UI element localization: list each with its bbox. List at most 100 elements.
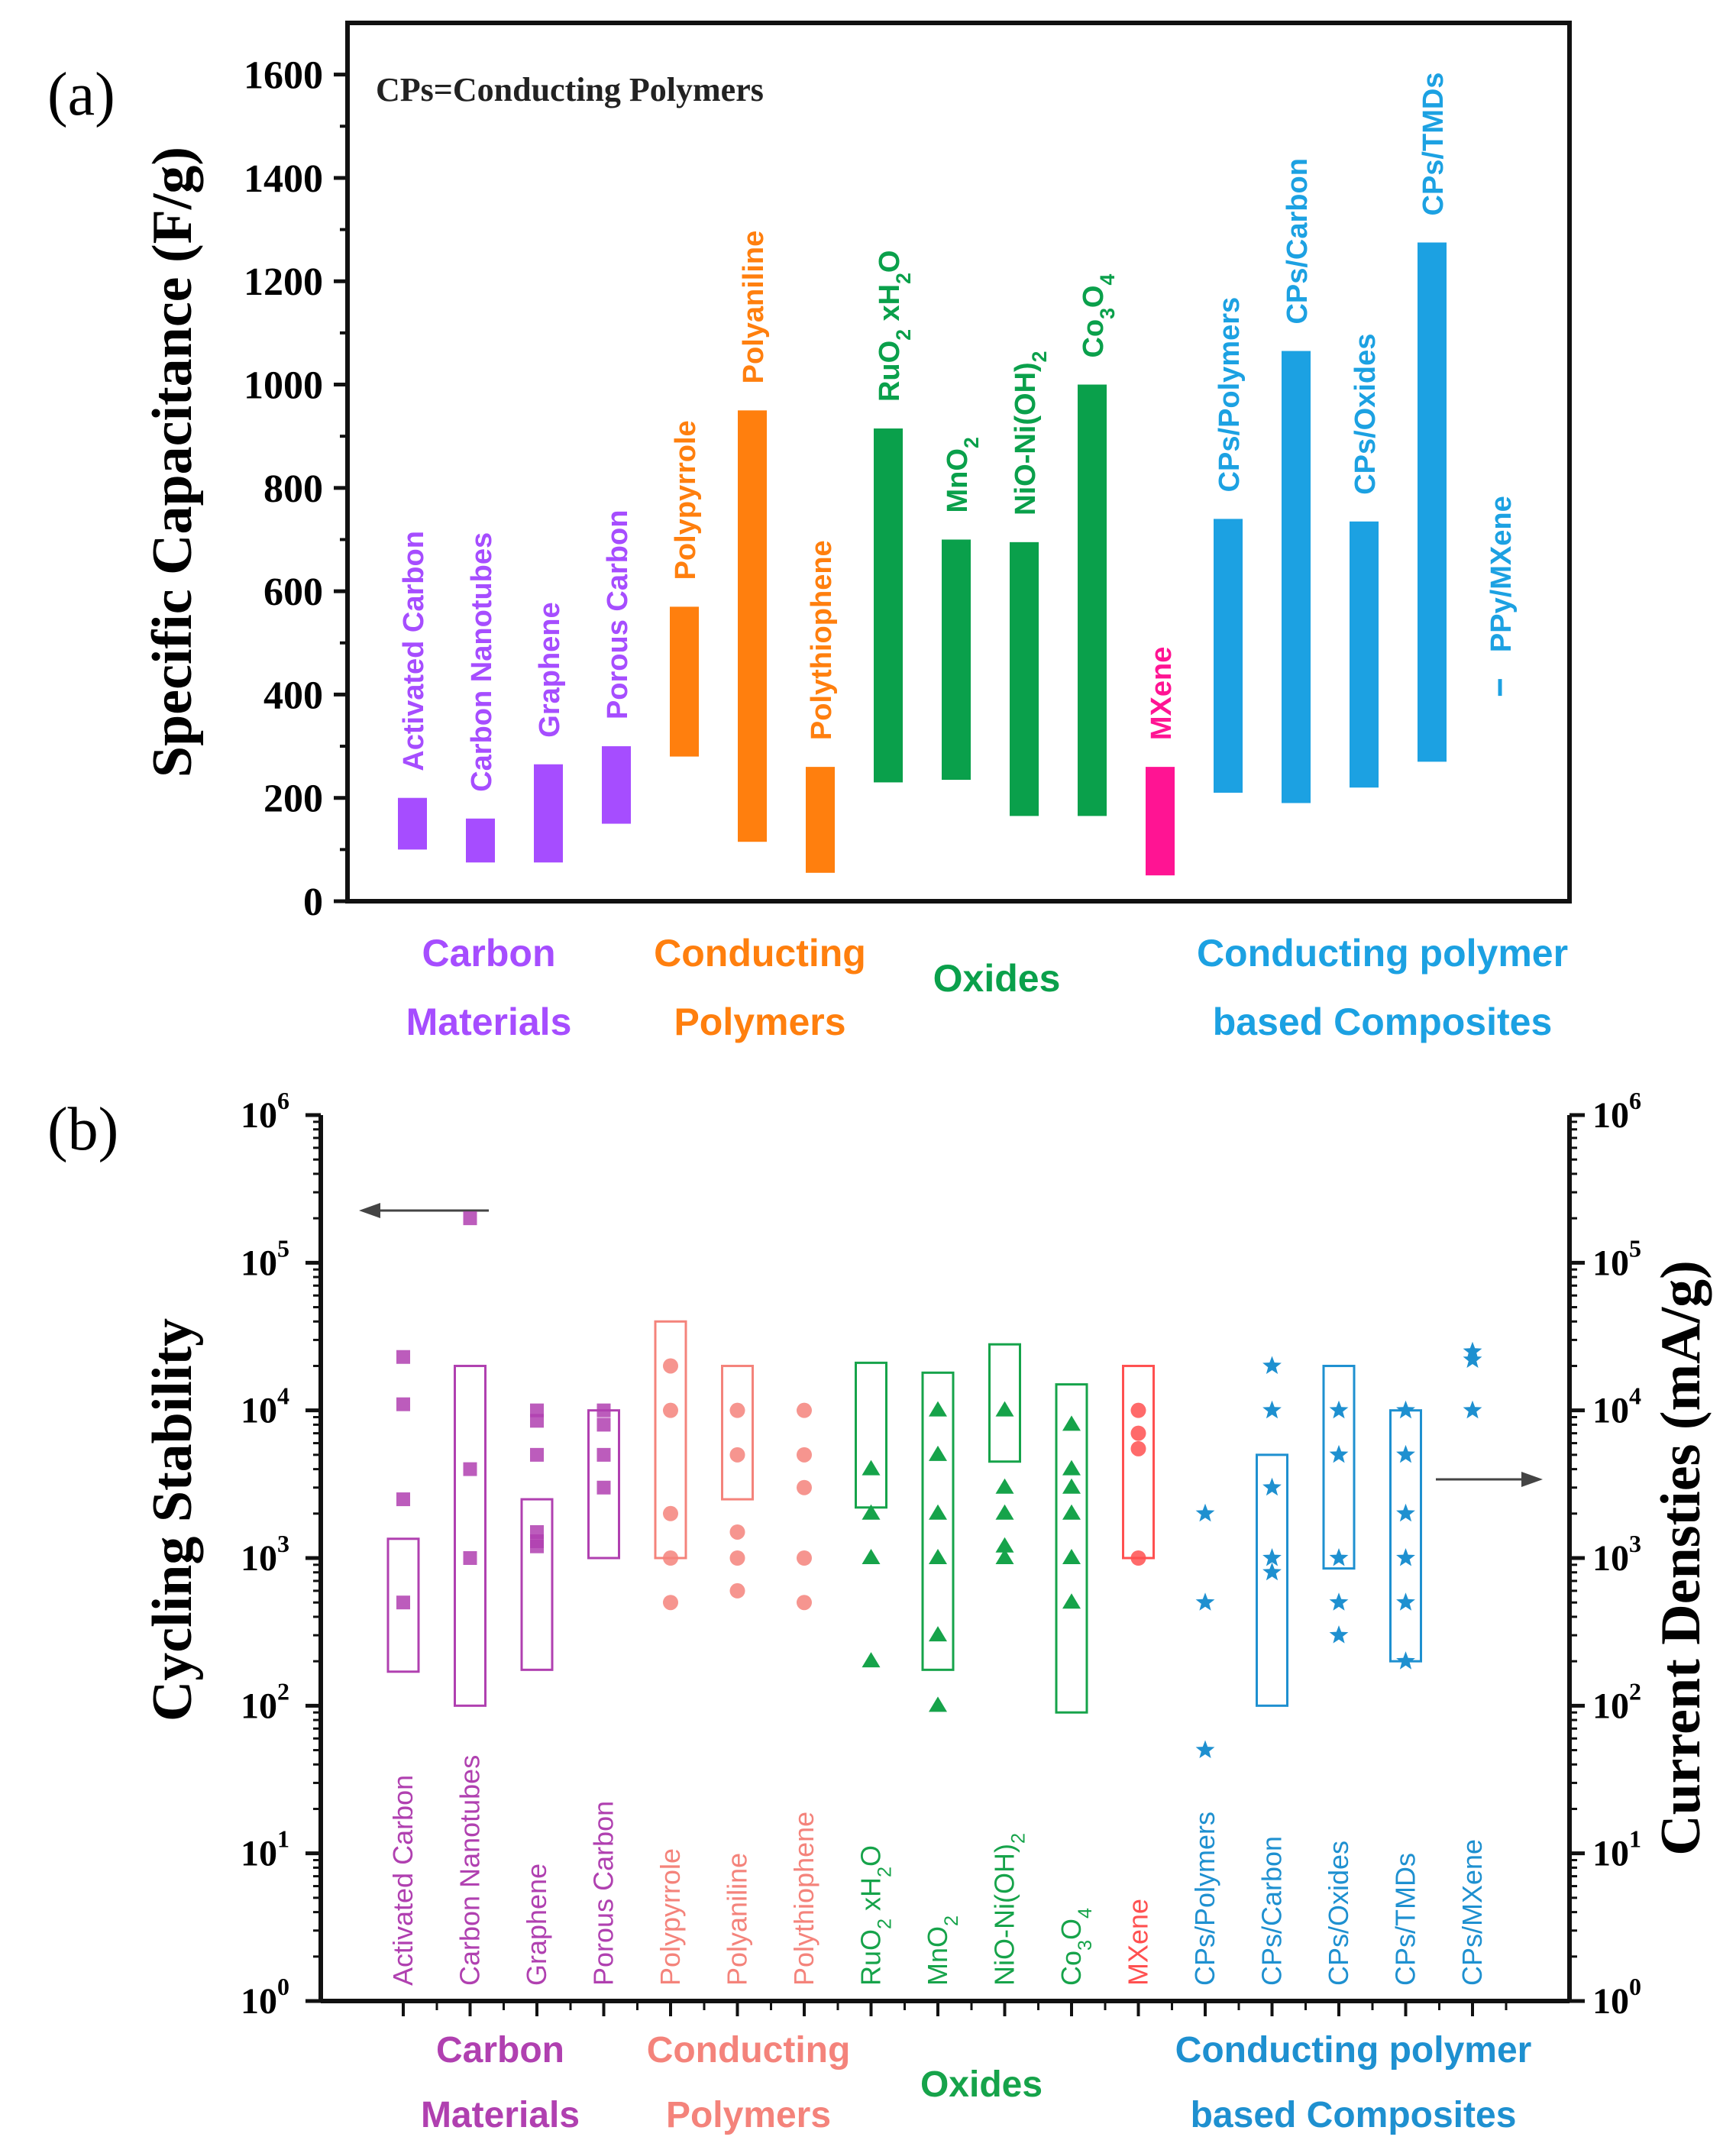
category-label-cps-mxene: CPs/MXene <box>1456 1839 1488 1986</box>
group-label-polymer-line2: Polymers <box>674 1001 845 1043</box>
bar-polyaniline <box>738 410 767 842</box>
bar-label-carbon-nanotubes: Carbon Nanotubes <box>466 532 498 792</box>
category-label-mno2: MnO2 <box>922 1915 962 1986</box>
range-box-polyaniline <box>721 1364 754 1501</box>
bar-cps-polymers <box>1214 519 1243 793</box>
data-point-cps-oxides <box>1329 1444 1349 1463</box>
bar-label-cps-polymers: CPs/Polymers <box>1214 297 1246 493</box>
y-tick-label-left-b: 101 <box>241 1825 289 1874</box>
data-point-ruo2-xh2o <box>862 1460 881 1476</box>
data-point-polypyrrole <box>663 1595 678 1611</box>
data-point-mxene <box>1130 1402 1146 1418</box>
data-point-graphene <box>530 1414 544 1428</box>
group-label-b-composite-line1: Conducting polymer <box>1175 2030 1532 2071</box>
range-box-activated-carbon <box>386 1537 420 1673</box>
data-point-mno2 <box>929 1626 947 1642</box>
cycling-stability-chart: Cycling Stability Current Densties (mA/g… <box>141 1087 1712 2135</box>
bar-label-ppy-mxene: PPy/MXene <box>1485 496 1518 652</box>
data-point-polyaniline <box>729 1402 745 1418</box>
category-label-cps-oxides: CPs/Oxides <box>1323 1841 1354 1986</box>
data-point-activated-carbon <box>396 1492 410 1507</box>
y-tick-label-a: 1600 <box>244 54 323 98</box>
data-point-cps-mxene <box>1463 1350 1482 1368</box>
y-tick-label-right-b: 103 <box>1592 1530 1641 1579</box>
data-point-cps-carbon <box>1262 1477 1282 1496</box>
group-label-composite-line2: based Composites <box>1213 1001 1553 1043</box>
bar-label-activated-carbon: Activated Carbon <box>398 531 430 771</box>
data-point-cps-polymers <box>1195 1503 1215 1522</box>
y-tick-label-right-b: 101 <box>1592 1825 1641 1874</box>
group-label-b-polymer-line2: Polymers <box>666 2095 831 2135</box>
data-point-porous-carbon <box>596 1418 611 1432</box>
data-point-cps-carbon <box>1262 1356 1282 1374</box>
y-tick-label-left-b: 104 <box>241 1382 289 1431</box>
range-box-graphene <box>520 1498 554 1671</box>
range-box-cps-oxides <box>1322 1364 1356 1570</box>
data-point-polypyrrole <box>663 1505 678 1521</box>
data-point-cps-tmds <box>1396 1503 1415 1522</box>
y-tick-label-a: 0 <box>303 881 323 924</box>
category-label-graphene: Graphene <box>521 1864 552 1986</box>
group-label-b-polymer-line1: Conducting <box>647 2030 851 2071</box>
bar-polypyrrole <box>670 606 699 757</box>
y-tick-label-left-b: 102 <box>241 1677 289 1726</box>
bar-porous-carbon <box>602 746 631 824</box>
y-axis-label-left-b: Cycling Stability <box>141 1318 204 1721</box>
y-tick-label-a: 800 <box>263 467 323 511</box>
data-point-ruo2-xh2o <box>862 1549 881 1564</box>
y-tick-label-left-b: 105 <box>241 1234 289 1283</box>
data-point-graphene <box>530 1403 544 1418</box>
bar-label-nio-ni-oh-2: NiO-Ni(OH)2 <box>1010 351 1051 516</box>
data-point-graphene <box>530 1539 544 1553</box>
y-axis-label-right-b: Current Densties (mA/g) <box>1650 1260 1712 1856</box>
category-label-cps-carbon: CPs/Carbon <box>1256 1836 1288 1986</box>
plot-frame-a <box>345 21 1572 904</box>
data-point-polythiophene <box>797 1479 812 1495</box>
bar-label-mxene: MXene <box>1146 647 1178 740</box>
data-point-co3o4 <box>1062 1504 1081 1520</box>
bar-co3o4 <box>1078 384 1107 816</box>
y-tick-label-right-b: 102 <box>1592 1677 1641 1726</box>
data-point-cps-mxene <box>1463 1400 1482 1419</box>
bar-label-cps-tmds: CPs/TMDs <box>1418 73 1450 216</box>
data-point-polyaniline <box>729 1524 745 1540</box>
range-box-polypyrrole <box>654 1320 687 1560</box>
data-point-cps-tmds <box>1396 1400 1415 1419</box>
data-point-cps-carbon <box>1262 1400 1282 1419</box>
group-label-carbon-line2: Materials <box>406 1001 572 1043</box>
data-point-co3o4 <box>1062 1549 1081 1564</box>
range-box-mxene <box>1122 1364 1155 1560</box>
range-box-mno2 <box>921 1371 955 1671</box>
data-point-cps-carbon <box>1262 1548 1282 1566</box>
group-label-b-oxide-line1: Oxides <box>920 2064 1043 2105</box>
data-point-co3o4 <box>1062 1478 1081 1494</box>
data-point-cps-oxides <box>1329 1548 1349 1566</box>
bar-label-polythiophene: Polythiophene <box>806 540 838 740</box>
y-tick-label-right-b: 106 <box>1592 1087 1641 1136</box>
y-tick-label-right-b: 100 <box>1592 1973 1641 2022</box>
data-point-activated-carbon <box>396 1595 410 1610</box>
range-box-ruo2-xh2o <box>855 1361 887 1509</box>
bar-cps-tmds <box>1418 242 1447 762</box>
data-point-cps-carbon <box>1262 1562 1282 1581</box>
bar-label-mno2: MnO2 <box>942 437 983 512</box>
bar-cps-carbon <box>1282 351 1311 803</box>
data-point-mno2 <box>929 1401 947 1417</box>
data-point-nio-ni-oh-2 <box>995 1504 1014 1520</box>
bar-carbon-nanotubes <box>466 818 495 863</box>
category-label-porous-carbon: Porous Carbon <box>588 1801 619 1986</box>
data-point-activated-carbon <box>396 1350 410 1364</box>
category-label-cps-polymers: CPs/Polymers <box>1189 1812 1220 1986</box>
right-arrow-head <box>1521 1472 1543 1487</box>
category-label-cps-tmds: CPs/TMDs <box>1390 1853 1421 1986</box>
data-point-cps-tmds <box>1396 1444 1415 1463</box>
panel-b-label: (b) <box>47 1096 118 1163</box>
data-point-co3o4 <box>1062 1415 1081 1431</box>
bar-ppy-mxene <box>1498 679 1502 697</box>
data-point-cps-oxides <box>1329 1625 1349 1644</box>
bar-label-co3o4: Co3O4 <box>1078 274 1119 358</box>
range-box-cps-carbon <box>1256 1453 1288 1707</box>
left-arrow-head <box>359 1203 380 1218</box>
y-tick-label-right-b: 104 <box>1592 1382 1641 1431</box>
